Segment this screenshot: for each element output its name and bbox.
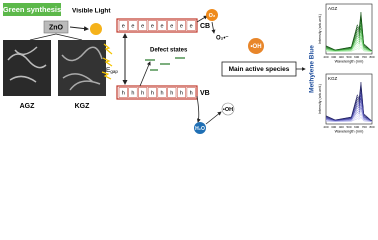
y-axis-label: Intensity (arb.unit.) [318, 84, 322, 114]
arrow [196, 15, 208, 23]
species-bubble [248, 38, 264, 54]
image-label: KGZ [75, 103, 91, 110]
defect-label: Defect states [150, 48, 188, 54]
carrier: e [180, 23, 183, 29]
graphical-abstract: Green synthesis ZnO Visible Light AGZ KG… [3, 3, 375, 134]
x-tick-label: 200 [323, 125, 328, 129]
oxygen: O₂ [209, 13, 216, 19]
arrow [205, 111, 222, 125]
carrier: e [170, 23, 173, 29]
x-axis-label: Wavelength (nm) [335, 60, 365, 64]
arrow [139, 61, 151, 87]
connector [29, 33, 57, 41]
carrier-cell [128, 87, 138, 98]
carrier-cell [138, 87, 148, 98]
carrier: e [161, 23, 164, 29]
x-tick-label: 400 [339, 125, 344, 129]
carrier: h [190, 90, 193, 96]
defect-levels [145, 57, 185, 71]
carrier: e [141, 23, 144, 29]
superoxide: O₂•⁻ [216, 36, 229, 42]
hydroxyl: •OH [223, 107, 233, 113]
x-tick-label: 800 [369, 125, 374, 129]
carrier-cell [138, 20, 148, 31]
arrow [211, 21, 216, 34]
carrier-cell [128, 20, 138, 31]
x-tick-label: 500 [346, 125, 351, 129]
carrier: e [190, 23, 193, 29]
x-axis-label: Wavelength (nm) [335, 130, 365, 134]
x-tick-label: 600 [354, 125, 359, 129]
gap-symbol: E [106, 67, 111, 74]
x-tick-label: 600 [354, 55, 359, 59]
carrier-cell [118, 87, 128, 98]
carrier-cell [167, 20, 177, 31]
x-tick-label: 300 [331, 55, 336, 59]
light-rays [101, 43, 113, 80]
carrier: h [170, 90, 173, 96]
carrier-cell [186, 20, 196, 31]
carrier-cell [147, 20, 157, 31]
carrier-cell [167, 87, 177, 98]
light-label: Visible Light [72, 8, 111, 15]
sem-texture [7, 46, 47, 83]
spectrum-curve [325, 46, 373, 53]
connector [55, 33, 83, 41]
cb-label: CB [200, 23, 210, 30]
carrier: h [180, 90, 183, 96]
gap-label: Egap [106, 67, 118, 74]
x-tick-label: 200 [323, 55, 328, 59]
carrier: h [122, 90, 125, 96]
vb-label: VB [200, 90, 210, 97]
badge: Green synthesis [3, 5, 61, 14]
carrier-cell [186, 87, 196, 98]
species-bubble [194, 122, 206, 134]
carrier: e [122, 23, 125, 29]
water: H₂O [195, 126, 205, 132]
carrier: e [151, 23, 154, 29]
carrier-cell [176, 87, 186, 98]
x-tick-label: 300 [331, 125, 336, 129]
carrier-cell [176, 20, 186, 31]
main-radical: •OH [250, 44, 261, 50]
main-label: Main active species [229, 66, 290, 73]
carrier-cell [118, 20, 128, 31]
x-tick-label: 800 [369, 55, 374, 59]
material-box [43, 20, 69, 34]
sem-texture [61, 46, 103, 91]
x-tick-label: 700 [362, 55, 367, 59]
species-bubble [221, 102, 235, 116]
arrow [196, 95, 201, 123]
plot-tag: KGZ [328, 76, 338, 81]
image-label: AGZ [20, 103, 36, 110]
y-axis-label: Intensity (arb.unit.) [318, 14, 322, 44]
carrier-cell [147, 87, 157, 98]
carrier: e [131, 23, 134, 29]
carrier: h [151, 90, 154, 96]
bulb [90, 23, 102, 35]
arrow [69, 26, 89, 32]
species-bubble [206, 9, 218, 21]
x-tick-label: 500 [346, 55, 351, 59]
dye-label: Methylene Blue [309, 45, 316, 93]
carrier: h [161, 90, 164, 96]
x-tick-label: 400 [339, 55, 344, 59]
material: ZnO [49, 24, 64, 31]
gap-sub: gap [110, 69, 118, 74]
spectrum-curve [325, 116, 373, 123]
carrier-cell [157, 87, 167, 98]
carrier: h [131, 90, 134, 96]
x-tick-label: 700 [362, 125, 367, 129]
sem-image [58, 40, 106, 96]
sem-image [3, 40, 51, 96]
badge-bg [3, 3, 61, 16]
plot-tag: AGZ [328, 6, 338, 11]
carrier: h [141, 90, 144, 96]
carrier-cell [157, 20, 167, 31]
